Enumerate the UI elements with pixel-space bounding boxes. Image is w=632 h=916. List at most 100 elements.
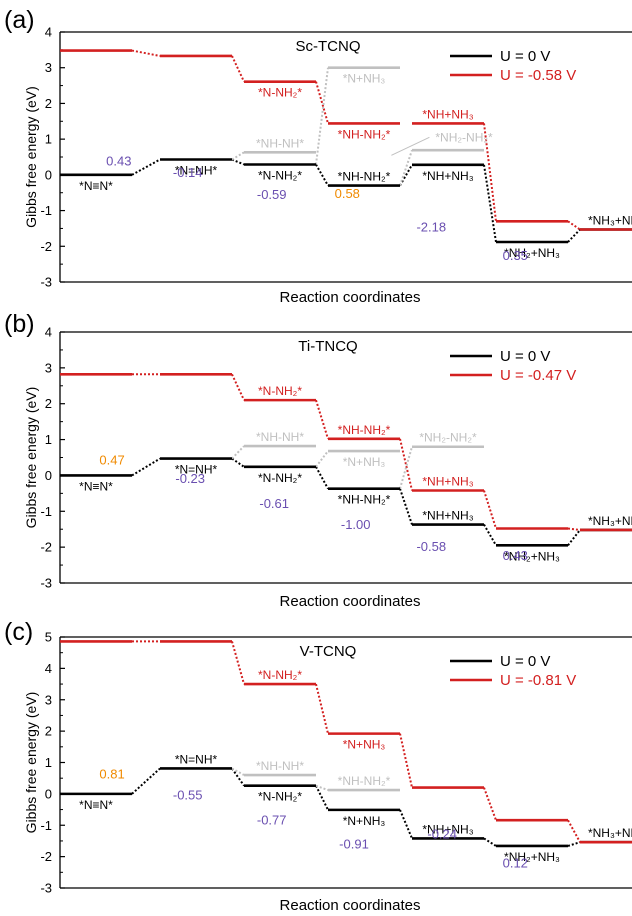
- connector-line: [231, 445, 245, 460]
- y-tick-label: -1: [40, 818, 52, 833]
- step-energy-value: 0.43: [106, 153, 131, 168]
- panel-2: -3 -2 -1 0 1 2 3 4 Gibbs free energy (eV) Reactio…: [4, 310, 632, 610]
- species-label: *N≡N*: [79, 179, 113, 193]
- step-energy-value: -1.00: [341, 517, 371, 532]
- y-tick-label: -1: [40, 203, 52, 218]
- species-label: *NH-NH₂*: [338, 774, 391, 788]
- species-label: *N≡N*: [79, 798, 113, 812]
- step-energy-value: -0.14: [173, 165, 203, 180]
- species-label: *N+NH₃: [343, 455, 386, 469]
- y-axis-title: Gibbs free energy (eV): [23, 387, 39, 529]
- y-tick-label: -3: [40, 881, 52, 896]
- species-label: *NH-NH₂*: [338, 493, 391, 507]
- y-tick-label: -3: [40, 275, 52, 290]
- chart-title: Sc-TCNQ: [296, 38, 361, 55]
- chart-title: V-TCNQ: [300, 643, 357, 660]
- species-label: *NH₃+NH₃: [588, 214, 632, 228]
- species-label: *N=NH*: [175, 752, 218, 766]
- connector-line: [567, 527, 581, 531]
- connector-line: [399, 438, 413, 491]
- species-label: *N≡N*: [79, 479, 113, 493]
- connector-line: [567, 529, 581, 546]
- y-tick-label: 3: [45, 60, 52, 75]
- species-label: *NH₃+NH₃: [588, 514, 632, 528]
- y-tick-label: 3: [45, 360, 52, 375]
- panel-label: (c): [4, 618, 33, 646]
- y-tick-label: 0: [45, 167, 52, 182]
- panel-1: -3 -2 -1 0 1 2 3 4 Gibbs free energy (eV) Reactio…: [4, 6, 632, 306]
- species-label: *NH₂-NH₂*: [419, 431, 477, 445]
- step-energy-value: 0.47: [99, 452, 124, 467]
- legend-entry: U = -0.81 V: [500, 672, 576, 689]
- y-tick-label: 0: [45, 786, 52, 801]
- y-axis-title: Gibbs free energy (eV): [23, 692, 39, 834]
- y-tick-label: 2: [45, 96, 52, 111]
- species-label: *N-NH₂*: [258, 471, 302, 485]
- step-energy-value: -0.24: [427, 827, 457, 842]
- species-label: *NH-NH₂*: [338, 423, 391, 437]
- connector-line: [231, 158, 245, 166]
- connector-line: [231, 457, 245, 468]
- panel-label: (a): [4, 6, 35, 34]
- species-label: *NH+NH₃: [422, 509, 473, 523]
- species-label: *NH₂+NH₃: [504, 549, 560, 563]
- connector-line: [483, 164, 497, 243]
- panel-label: (b): [4, 310, 35, 338]
- connector-line: [231, 641, 245, 685]
- connector-line: [399, 164, 413, 187]
- chart-title: Ti-TNCQ: [298, 338, 357, 355]
- connector-line: [315, 683, 329, 734]
- species-label: *NH-NH*: [256, 759, 304, 773]
- species-label: *NH₃+NH₃: [588, 826, 632, 840]
- connector-line: [231, 151, 245, 161]
- legend-entry: U = -0.47 V: [500, 367, 576, 384]
- species-label: *NH-NH₂*: [338, 170, 391, 184]
- step-energy-value: -0.55: [173, 787, 203, 802]
- connector-line: [567, 819, 581, 843]
- connector-line: [131, 767, 161, 795]
- connector-line: [483, 837, 497, 847]
- step-energy-value: 0.58: [335, 186, 360, 201]
- step-energy-value: -0.23: [175, 471, 205, 486]
- step-energy-value: -0.91: [339, 837, 369, 852]
- connector-line: [315, 164, 329, 187]
- connector-line: [567, 220, 581, 231]
- connector-line: [399, 488, 413, 525]
- connector-line: [483, 524, 497, 546]
- connector-line: [567, 228, 581, 243]
- step-energy-value: -0.77: [257, 813, 287, 828]
- y-tick-label: 2: [45, 724, 52, 739]
- y-tick-label: -2: [40, 239, 52, 254]
- y-tick-label: -2: [40, 540, 52, 555]
- species-label: *N-NH₂*: [258, 384, 302, 398]
- y-tick-label: 2: [45, 396, 52, 411]
- step-energy-value: -0.58: [416, 539, 446, 554]
- y-tick-label: -1: [40, 504, 52, 519]
- species-label: *NH-NH*: [256, 136, 304, 150]
- species-label: *NH₂+NH₃: [504, 850, 560, 864]
- y-tick-label: 4: [45, 661, 52, 676]
- species-label: *N-NH₂*: [258, 86, 302, 100]
- connector-line: [315, 450, 329, 468]
- step-energy-value: -0.59: [257, 187, 287, 202]
- step-energy-value: -2.18: [416, 219, 446, 234]
- y-tick-label: 3: [45, 692, 52, 707]
- connector-line: [399, 733, 413, 788]
- panel-3: -3 -2 -1 0 1 2 3 4 5 Gibbs free energy (eV) Reacti…: [4, 618, 632, 914]
- species-label: *N-NH₂*: [258, 790, 302, 804]
- connector-line: [231, 55, 245, 83]
- connector-line: [131, 158, 161, 176]
- y-tick-label: -2: [40, 849, 52, 864]
- connector-line: [231, 373, 245, 401]
- step-energy-value: -0.61: [259, 496, 289, 511]
- connector-line: [315, 399, 329, 440]
- species-label: *N+NH₃: [343, 814, 386, 828]
- y-tick-label: 4: [45, 325, 52, 340]
- step-energy-value: 0.35: [503, 248, 528, 263]
- species-label: *NH+NH₃: [422, 474, 473, 488]
- legend-entry: U = 0 V: [500, 348, 550, 365]
- step-energy-value: 0.43: [503, 548, 528, 563]
- species-label: *NH₂+NH₃: [504, 246, 560, 260]
- legend-entry: U = -0.58 V: [500, 67, 576, 84]
